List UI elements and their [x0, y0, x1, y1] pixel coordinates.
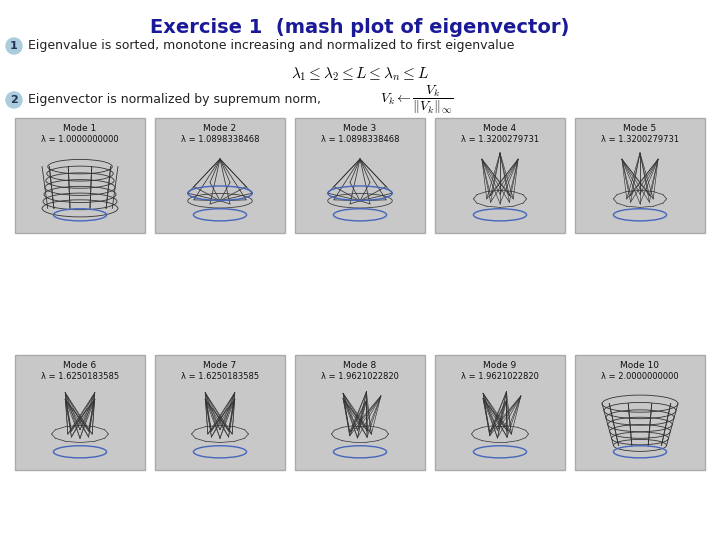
Text: Mode 3: Mode 3	[343, 124, 377, 133]
Text: Eigenvector is normalized by supremum norm,: Eigenvector is normalized by supremum no…	[28, 93, 329, 106]
Text: 1: 1	[10, 41, 18, 51]
FancyBboxPatch shape	[435, 355, 565, 470]
FancyBboxPatch shape	[575, 355, 705, 470]
Text: λ = 1.6250183585: λ = 1.6250183585	[41, 372, 119, 381]
Text: Mode 4: Mode 4	[483, 124, 516, 133]
Text: λ = 1.3200279731: λ = 1.3200279731	[601, 135, 679, 144]
Text: λ = 1.3200279731: λ = 1.3200279731	[461, 135, 539, 144]
FancyBboxPatch shape	[295, 355, 425, 470]
Text: λ = 1.0898338468: λ = 1.0898338468	[320, 135, 400, 144]
Circle shape	[6, 92, 22, 108]
Text: λ = 1.9621022820: λ = 1.9621022820	[461, 372, 539, 381]
Circle shape	[6, 38, 22, 54]
FancyBboxPatch shape	[295, 118, 425, 233]
Text: λ = 1.9621022820: λ = 1.9621022820	[321, 372, 399, 381]
FancyBboxPatch shape	[155, 355, 285, 470]
Text: λ = 1.6250183585: λ = 1.6250183585	[181, 372, 259, 381]
Text: Mode 10: Mode 10	[621, 361, 660, 370]
FancyBboxPatch shape	[15, 355, 145, 470]
Text: λ = 2.0000000000: λ = 2.0000000000	[601, 372, 679, 381]
Text: Mode 5: Mode 5	[624, 124, 657, 133]
Text: Exercise 1  (mash plot of eigenvector): Exercise 1 (mash plot of eigenvector)	[150, 18, 570, 37]
Text: Mode 6: Mode 6	[63, 361, 96, 370]
Text: $\lambda_1 \leq \lambda_2 \leq L \leq \lambda_n \leq L$: $\lambda_1 \leq \lambda_2 \leq L \leq \l…	[291, 65, 429, 83]
Text: λ = 1.0898338468: λ = 1.0898338468	[181, 135, 259, 144]
Text: λ = 1.0000000000: λ = 1.0000000000	[41, 135, 119, 144]
Text: Mode 7: Mode 7	[203, 361, 237, 370]
FancyBboxPatch shape	[435, 118, 565, 233]
Text: Eigenvalue is sorted, monotone increasing and normalized to first eigenvalue: Eigenvalue is sorted, monotone increasin…	[28, 39, 514, 52]
Text: 2: 2	[10, 95, 18, 105]
Text: Mode 9: Mode 9	[483, 361, 517, 370]
FancyBboxPatch shape	[15, 118, 145, 233]
Text: Mode 1: Mode 1	[63, 124, 96, 133]
Text: Mode 8: Mode 8	[343, 361, 377, 370]
Text: $V_k \leftarrow \dfrac{V_k}{\|V_k\|_\infty}$: $V_k \leftarrow \dfrac{V_k}{\|V_k\|_\inf…	[380, 84, 454, 116]
FancyBboxPatch shape	[575, 118, 705, 233]
Text: Mode 2: Mode 2	[204, 124, 237, 133]
FancyBboxPatch shape	[155, 118, 285, 233]
